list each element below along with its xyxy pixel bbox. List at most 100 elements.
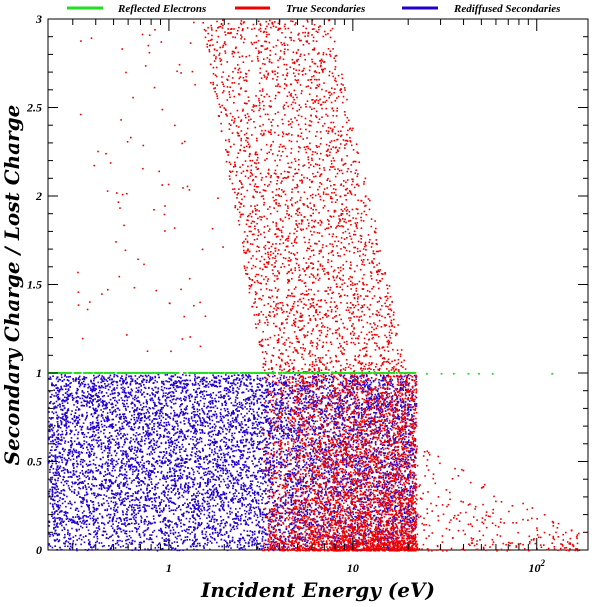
rediffused-point [138,543,140,546]
rediffused-point [298,388,300,390]
rediffused-point [370,404,372,406]
rediffused-point [130,449,132,451]
rediffused-point [218,477,220,480]
rediffused-point [172,479,175,481]
rediffused-point [118,392,120,395]
rediffused-point [333,446,335,449]
rediffused-point [379,531,381,534]
rediffused-point [269,488,272,491]
rediffused-point [179,469,181,472]
rediffused-point [367,477,369,480]
rediffused-point [63,437,65,439]
rediffused-point [301,445,304,448]
rediffused-point [107,502,110,505]
rediffused-point [105,392,108,394]
rediffused-point [294,385,296,387]
rediffused-point [310,402,313,404]
rediffused-point [198,509,200,512]
rediffused-point [211,449,213,451]
rediffused-point [152,541,154,544]
rediffused-point [168,539,171,542]
rediffused-point [48,456,50,458]
rediffused-point [170,401,173,404]
rediffused-point [128,446,131,448]
rediffused-point [84,521,86,523]
rediffused-point [206,394,208,396]
rediffused-point [313,461,315,464]
rediffused-point [208,435,211,437]
rediffused-point [76,521,79,523]
rediffused-point [399,483,402,485]
rediffused-point [52,439,54,442]
rediffused-point [387,504,389,507]
rediffused-point [94,434,97,436]
rediffused-point [78,515,80,518]
rediffused-point [337,534,339,537]
rediffused-point [158,436,161,439]
rediffused-point [183,387,186,390]
rediffused-point [239,456,241,458]
rediffused-point [220,480,222,483]
rediffused-point [225,540,227,543]
rediffused-point [296,479,299,481]
rediffused-point [51,459,53,462]
rediffused-point [168,396,170,399]
rediffused-point [285,503,287,506]
rediffused-point [56,517,58,519]
rediffused-point [372,429,375,432]
rediffused-point [53,434,55,437]
rediffused-point [256,377,259,379]
rediffused-point [293,545,296,547]
rediffused-point [124,407,127,410]
rediffused-point [298,460,300,463]
rediffused-point [206,509,208,512]
rediffused-point [168,452,171,454]
rediffused-point [57,513,59,516]
rediffused-point [147,548,149,550]
rediffused-point [147,435,150,438]
rediffused-point [91,448,94,450]
rediffused-point [77,409,80,411]
rediffused-point [193,413,195,416]
rediffused-point [330,428,332,431]
rediffused-point [371,486,373,488]
rediffused-point [173,412,176,414]
rediffused-point [227,381,230,383]
rediffused-point [107,395,109,397]
rediffused-point [168,507,171,510]
rediffused-point [136,456,139,458]
rediffused-point [180,457,183,459]
rediffused-point [219,412,222,414]
rediffused-point [342,375,345,378]
rediffused-point [140,515,142,518]
rediffused-point [378,521,380,524]
rediffused-point [202,496,205,499]
rediffused-point [364,515,367,517]
rediffused-point [162,389,164,392]
rediffused-point [179,472,182,475]
rediffused-point [305,408,308,411]
rediffused-point [86,549,89,552]
rediffused-point [298,533,301,535]
rediffused-point [359,469,361,471]
rediffused-point [191,451,193,453]
rediffused-point [354,473,356,476]
rediffused-point [194,533,196,536]
rediffused-point [373,423,376,425]
rediffused-point [222,478,225,481]
rediffused-point [147,374,150,377]
rediffused-point [296,485,299,488]
rediffused-point [158,543,160,546]
rediffused-point [330,400,333,403]
rediffused-point [80,500,82,503]
rediffused-point [269,463,272,466]
rediffused-point [329,378,331,381]
rediffused-point [137,523,140,525]
rediffused-point [168,488,170,491]
rediffused-point [284,513,287,515]
rediffused-point [313,422,315,425]
rediffused-point [201,393,204,396]
rediffused-point [144,548,146,550]
rediffused-point [232,421,235,424]
rediffused-point [381,410,384,413]
